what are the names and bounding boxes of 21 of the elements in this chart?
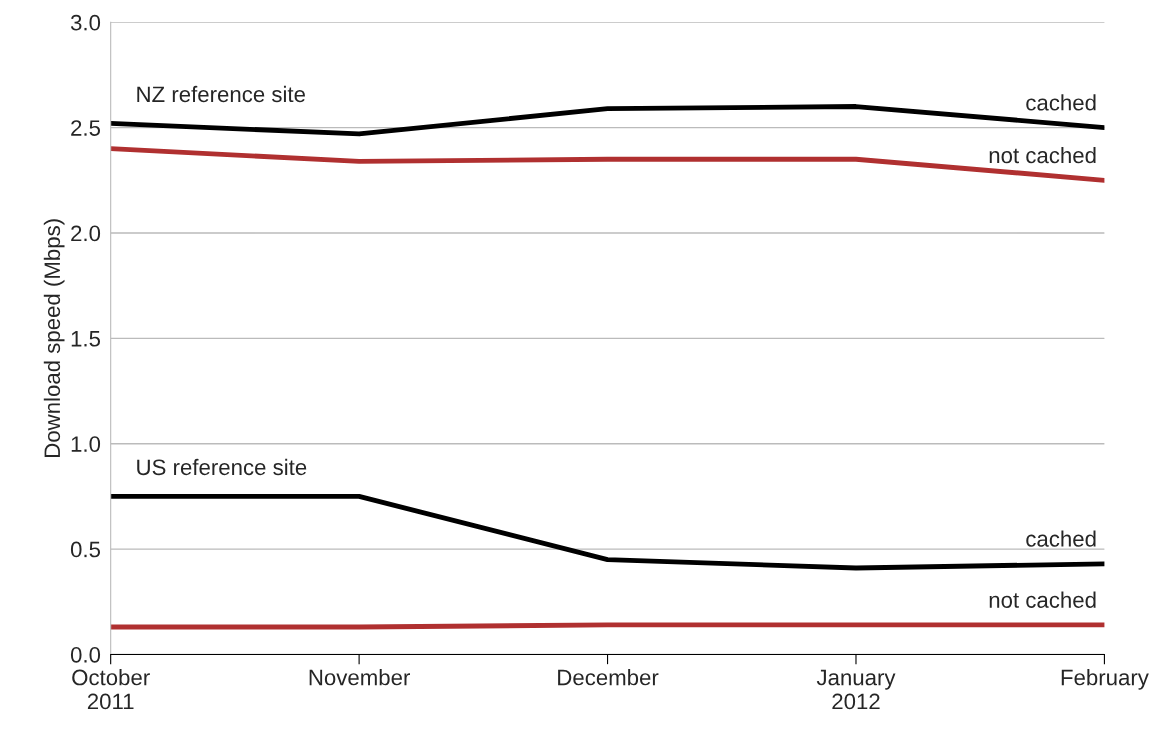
x-tick-label: October 2011 [72,669,150,710]
x-tick-label: November [309,669,410,686]
series-label: cached [1026,530,1096,547]
y-tick-label: 0.5 [70,541,101,558]
line-series [110,493,1105,571]
x-tick-label: December [558,669,659,686]
y-axis-title: Download speed (Mbps) [43,219,65,457]
annotation: US reference site [137,458,307,476]
series-label: not cached [989,591,1096,608]
y-tick-label: 3.0 [70,14,101,31]
y-tick-label: 2.5 [71,120,101,136]
y-tick-label: 2.0 [71,225,101,242]
series-label: not cached [989,146,1096,164]
series-label: cached [1026,94,1096,111]
x-tick-label: January 2012 [816,669,896,710]
annotation: NZ reference site [137,85,305,103]
y-tick-label: 1.5 [71,331,101,347]
y-tick-label: 1.0 [71,436,101,452]
y-tick-label: 0.0 [70,646,101,663]
x-tick-label: February [1061,669,1149,690]
line-series [110,146,1105,183]
